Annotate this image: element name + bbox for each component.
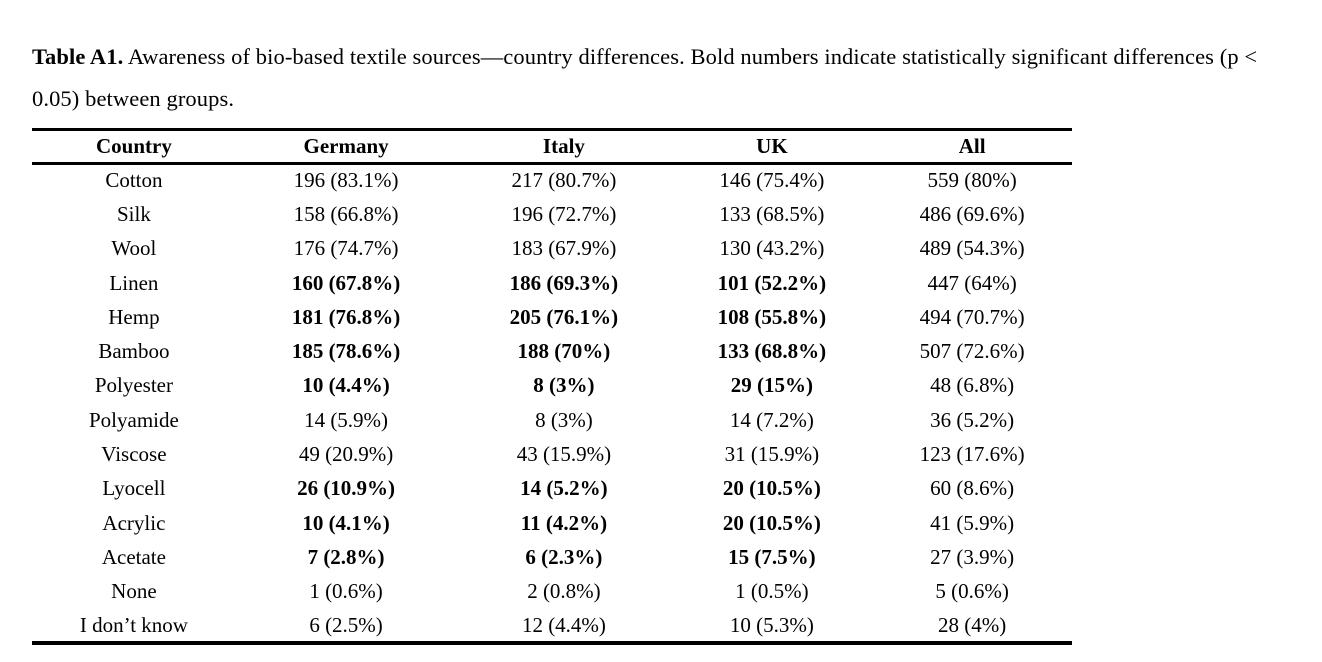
- value-cell: 130 (43.2%): [719, 236, 825, 261]
- value-cell: 41 (5.9%): [930, 510, 1015, 535]
- value-cell: 133 (68.8%): [717, 339, 827, 364]
- table-header: Country Germany Italy UK All: [32, 129, 1072, 165]
- table-row: Hemp 181 (76.8%) 205 (76.1%) 108 (55.8%) 494…: [32, 300, 1072, 334]
- page: Table A1. Awareness of bio-based textile…: [32, 36, 1294, 646]
- value-cell: 489 (54.3%): [919, 236, 1025, 261]
- value-cell: 20 (10.5%): [722, 476, 821, 501]
- table-caption: Table A1. Awareness of bio-based textile…: [32, 36, 1294, 120]
- value-cell: 181 (76.8%): [291, 304, 401, 329]
- row-label: Silk: [116, 201, 151, 226]
- value-cell: 20 (10.5%): [722, 510, 821, 535]
- value-cell: 10 (4.1%): [302, 510, 390, 535]
- row-label: Cotton: [105, 168, 163, 193]
- table-row: Linen 160 (67.8%) 186 (69.3%) 101 (52.2%) 44…: [32, 266, 1072, 300]
- value-cell: 43 (15.9%): [516, 442, 612, 467]
- table-row: Cotton 196 (83.1%) 217 (80.7%) 146 (75.4%) 5…: [32, 163, 1072, 197]
- value-cell: 217 (80.7%): [511, 168, 617, 193]
- value-cell: 5 (0.6%): [935, 579, 1009, 604]
- value-cell: 14 (5.2%): [520, 476, 608, 501]
- value-cell: 29 (15%): [730, 373, 814, 398]
- value-cell: 133 (68.5%): [719, 201, 825, 226]
- value-cell: 1 (0.6%): [309, 579, 383, 604]
- value-cell: 11 (4.2%): [520, 510, 608, 535]
- column-header-germany: Germany: [235, 129, 457, 165]
- value-cell: 188 (70%): [517, 339, 611, 364]
- table-row: None 1 (0.6%) 2 (0.8%) 1 (0.5%) 5 (0.6%): [32, 575, 1072, 609]
- row-label: Wool: [111, 236, 157, 261]
- value-cell: 101 (52.2%): [717, 270, 827, 295]
- table-caption-text: Awareness of bio-based textile sources—c…: [32, 43, 1258, 111]
- value-cell: 196 (83.1%): [293, 168, 399, 193]
- value-cell: 12 (4.4%): [521, 612, 606, 637]
- value-cell: 60 (8.6%): [930, 476, 1015, 501]
- value-cell: 108 (55.8%): [717, 304, 827, 329]
- row-label: Polyamide: [89, 407, 179, 432]
- value-cell: 10 (5.3%): [729, 612, 814, 637]
- row-label: Lyocell: [102, 476, 166, 501]
- row-label: Polyester: [94, 373, 173, 398]
- table-row: Viscose 49 (20.9%) 43 (15.9%) 31 (15.9%) 123…: [32, 437, 1072, 471]
- row-label: I don’t know: [79, 612, 188, 637]
- row-label: Bamboo: [98, 339, 170, 364]
- value-cell: 160 (67.8%): [291, 270, 401, 295]
- table-row: Wool 176 (74.7%) 183 (67.9%) 130 (43.2%) 489…: [32, 232, 1072, 266]
- value-cell: 507 (72.6%): [919, 339, 1025, 364]
- column-header-all: All: [872, 129, 1072, 165]
- value-cell: 185 (78.6%): [291, 339, 401, 364]
- table-row: Silk 158 (66.8%) 196 (72.7%) 133 (68.5%) 486…: [32, 197, 1072, 231]
- table-row: Polyamide 14 (5.9%) 8 (3%) 14 (7.2%) 36 (5.2…: [32, 403, 1072, 437]
- value-cell: 205 (76.1%): [509, 304, 619, 329]
- value-cell: 49 (20.9%): [298, 442, 394, 467]
- value-cell: 447 (64%): [927, 270, 1017, 295]
- value-cell: 28 (4%): [938, 612, 1007, 637]
- table-body: Cotton 196 (83.1%) 217 (80.7%) 146 (75.4%) 5…: [32, 163, 1072, 643]
- value-cell: 176 (74.7%): [293, 236, 399, 261]
- value-cell: 10 (4.4%): [302, 373, 390, 398]
- value-cell: 494 (70.7%): [919, 304, 1025, 329]
- value-cell: 1 (0.5%): [735, 579, 809, 604]
- row-label: Hemp: [108, 304, 160, 329]
- value-cell: 183 (67.9%): [511, 236, 617, 261]
- column-header-country: Country: [32, 129, 236, 165]
- value-cell: 146 (75.4%): [719, 168, 825, 193]
- value-cell: 486 (69.6%): [919, 201, 1025, 226]
- value-cell: 196 (72.7%): [511, 201, 617, 226]
- value-cell: 8 (3%): [533, 373, 595, 398]
- value-cell: 26 (10.9%): [297, 476, 396, 501]
- value-cell: 6 (2.3%): [525, 544, 603, 569]
- table-caption-label: Table A1.: [32, 43, 124, 69]
- value-cell: 14 (5.9%): [304, 407, 389, 432]
- row-label: Viscose: [101, 442, 167, 467]
- table-row: Lyocell 26 (10.9%) 14 (5.2%) 20 (10.5%) 60 (…: [32, 472, 1072, 506]
- table-row: Acrylic 10 (4.1%) 11 (4.2%) 20 (10.5%) 41 (5…: [32, 506, 1072, 540]
- value-cell: 15 (7.5%): [728, 544, 816, 569]
- table-row: Polyester 10 (4.4%) 8 (3%) 29 (15%) 48 (6.8%…: [32, 369, 1072, 403]
- header-row: Country Germany Italy UK All: [32, 129, 1072, 165]
- value-cell: 186 (69.3%): [509, 270, 619, 295]
- column-header-italy: Italy: [456, 129, 672, 165]
- column-header-uk: UK: [671, 129, 873, 165]
- row-label: Linen: [109, 270, 159, 295]
- value-cell: 2 (0.8%): [527, 579, 601, 604]
- value-cell: 123 (17.6%): [919, 442, 1025, 467]
- table-row: I don’t know 6 (2.5%) 12 (4.4%) 10 (5.3%) 28…: [32, 609, 1072, 643]
- table-row: Acetate 7 (2.8%) 6 (2.3%) 15 (7.5%) 27 (3.9%…: [32, 540, 1072, 574]
- value-cell: 158 (66.8%): [293, 201, 399, 226]
- value-cell: 6 (2.5%): [309, 612, 383, 637]
- row-label: None: [111, 579, 157, 604]
- value-cell: 559 (80%): [927, 168, 1017, 193]
- row-label: Acetate: [101, 544, 166, 569]
- value-cell: 14 (7.2%): [729, 407, 814, 432]
- value-cell: 27 (3.9%): [930, 544, 1015, 569]
- table-row: Bamboo 185 (78.6%) 188 (70%) 133 (68.8%) 507…: [32, 334, 1072, 368]
- results-table: Country Germany Italy UK All Cotton 196 (…: [32, 127, 1072, 646]
- value-cell: 48 (6.8%): [930, 373, 1015, 398]
- value-cell: 7 (2.8%): [307, 544, 385, 569]
- row-label: Acrylic: [102, 510, 166, 535]
- value-cell: 8 (3%): [535, 407, 593, 432]
- value-cell: 31 (15.9%): [724, 442, 820, 467]
- value-cell: 36 (5.2%): [930, 407, 1015, 432]
